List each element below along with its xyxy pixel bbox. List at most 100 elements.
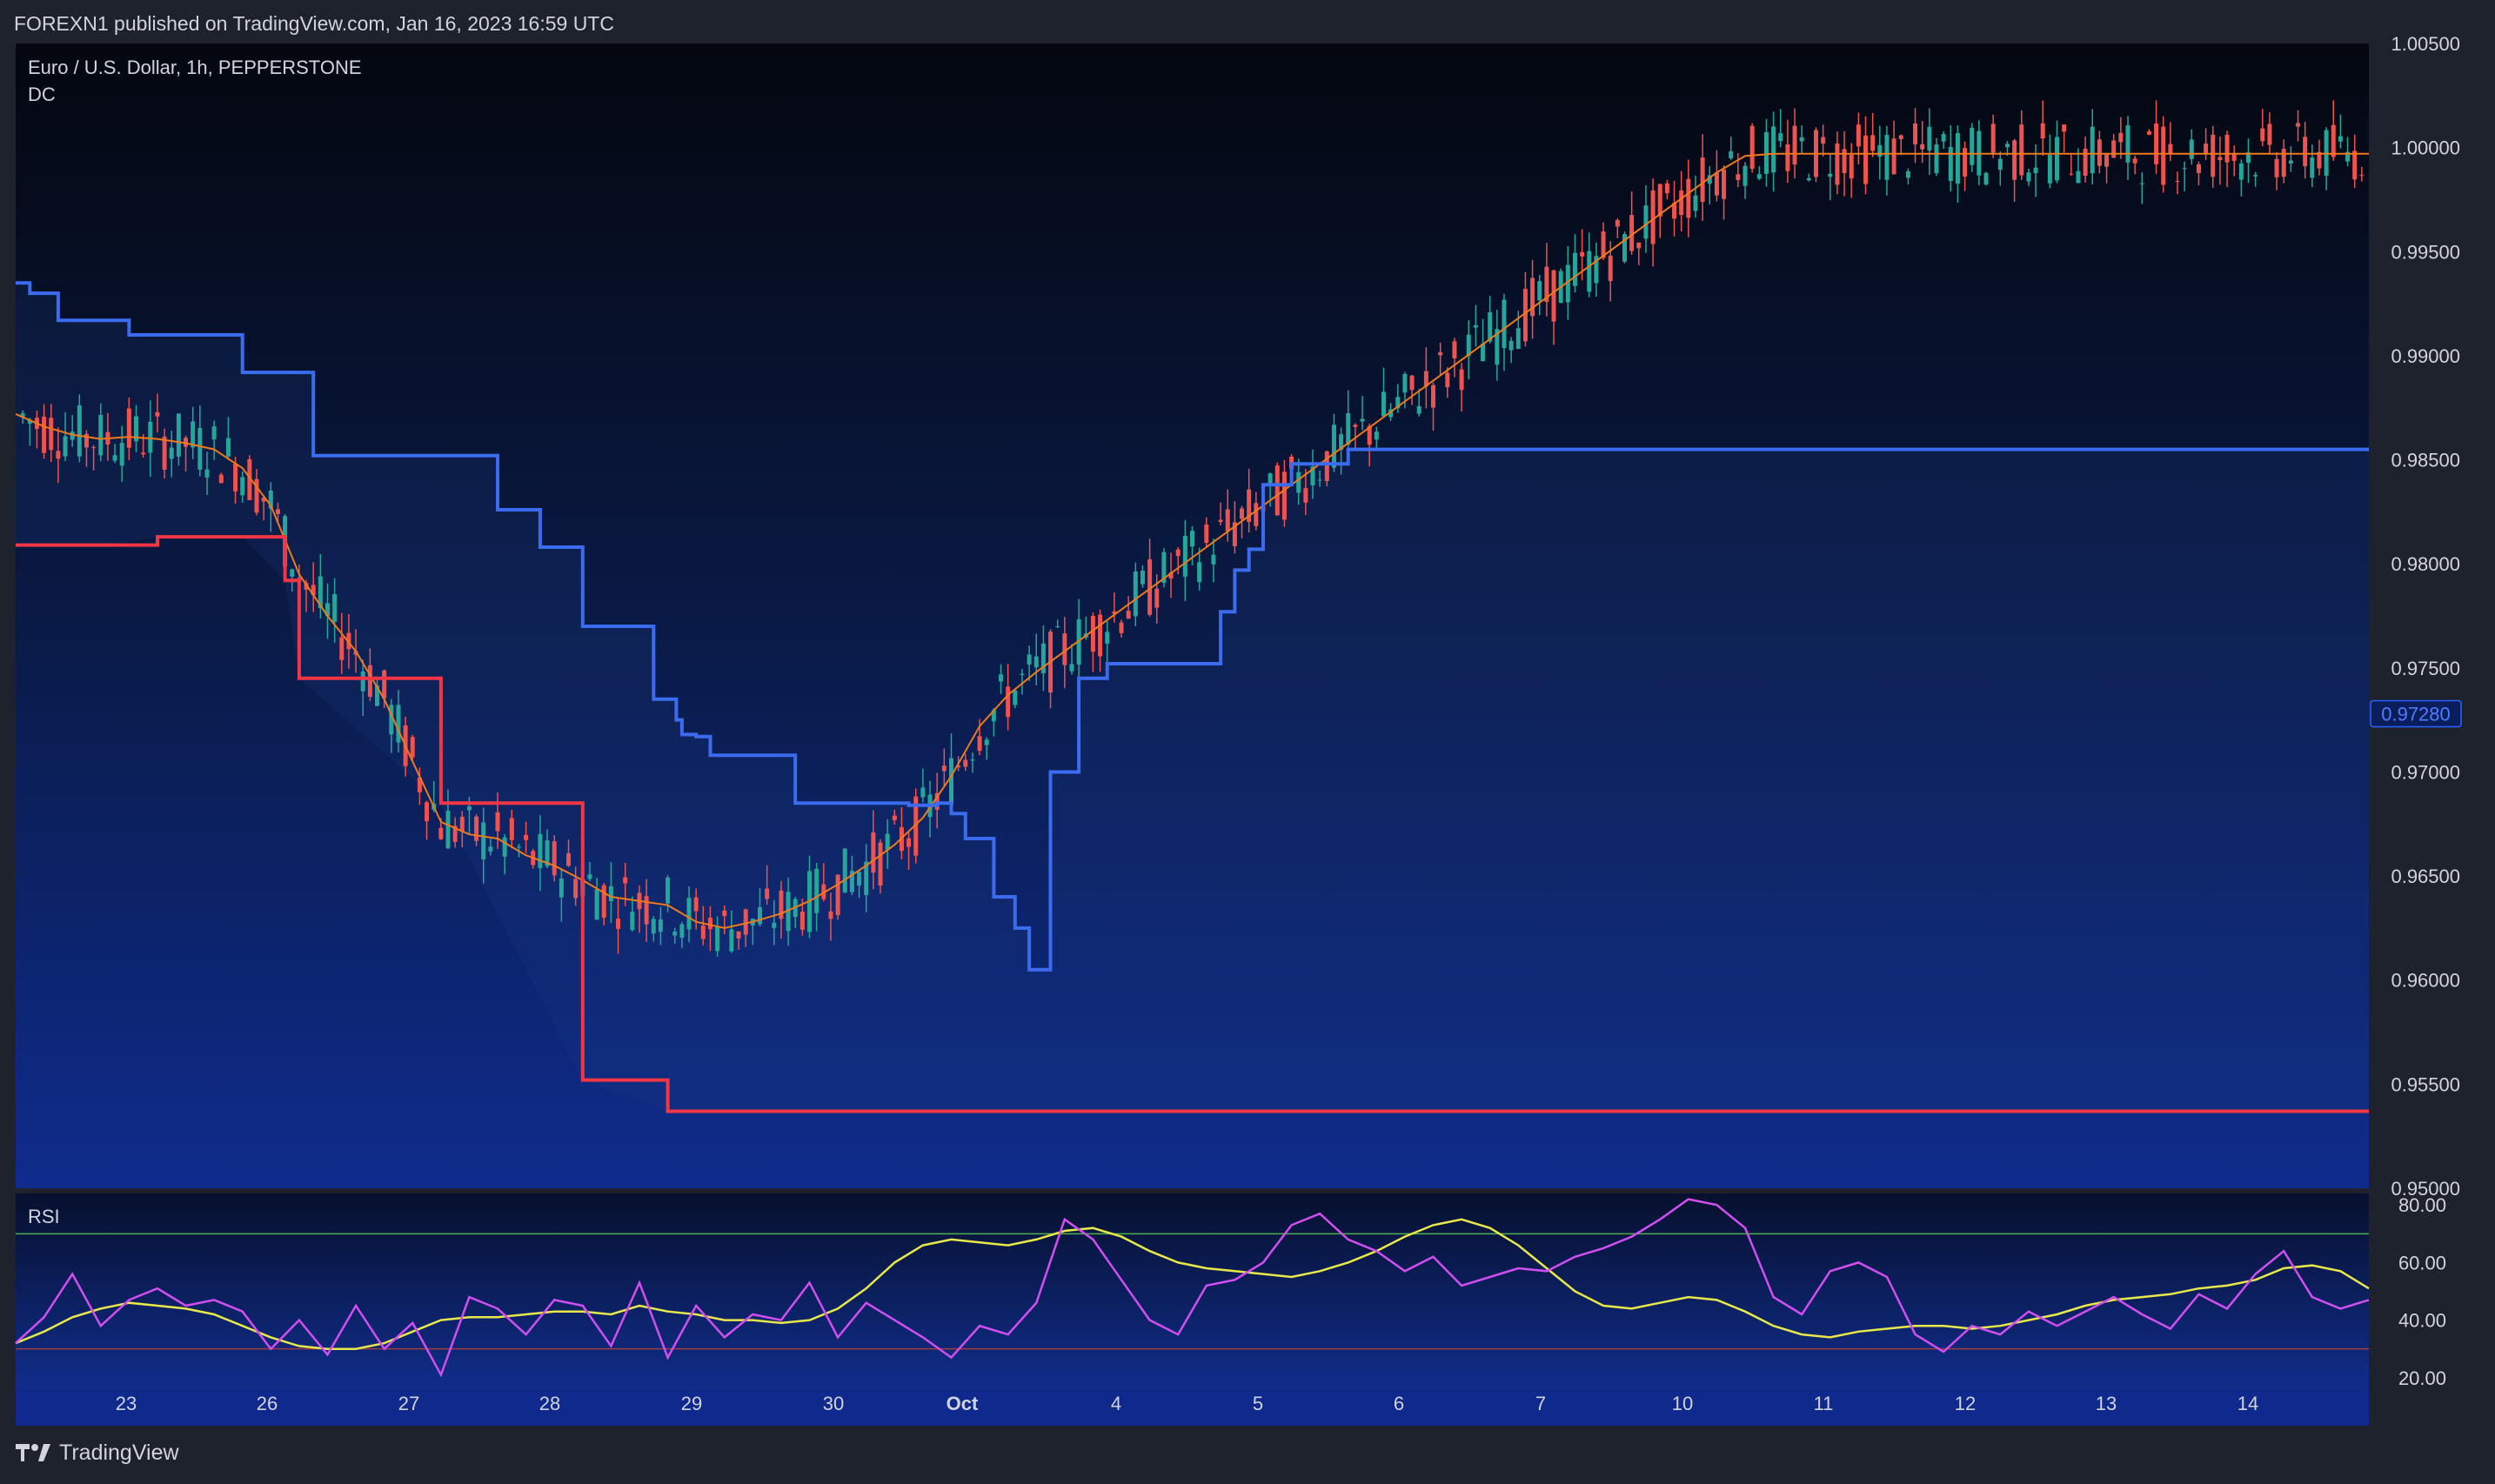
candle-body <box>1281 471 1287 520</box>
candle-body <box>538 833 543 868</box>
candle-body <box>70 431 75 440</box>
candle-body <box>1473 324 1478 328</box>
candle-body <box>779 890 784 919</box>
candle-body <box>268 491 273 509</box>
time-tick-label: 12 <box>1955 1393 1976 1414</box>
time-tick-label: 10 <box>1672 1393 1693 1414</box>
candle-body <box>1544 266 1549 303</box>
candle-body <box>1679 190 1684 216</box>
candle-body <box>445 811 451 849</box>
candle-body <box>2189 139 2194 159</box>
candle-body <box>84 433 89 448</box>
price-tick-label: 0.97500 <box>2391 658 2460 679</box>
candle-body <box>98 415 104 456</box>
price-tick-label: 0.99000 <box>2391 345 2460 367</box>
candle-body <box>2004 144 2010 148</box>
candle-body <box>2076 170 2081 184</box>
candle-body <box>2238 163 2244 180</box>
candle-body <box>1693 195 1698 211</box>
candle-body <box>1898 135 1903 139</box>
candle-body <box>878 842 883 886</box>
candle-body <box>1381 391 1386 417</box>
candle-body <box>466 806 472 811</box>
candle-body <box>2196 164 2201 173</box>
price-axis-bg <box>2369 43 2483 1426</box>
candle-body <box>91 447 97 449</box>
price-tick-label: 0.99500 <box>2391 241 2460 263</box>
candle-body <box>1870 135 1876 151</box>
tradingview-logo-icon[interactable] <box>14 1442 52 1463</box>
candle-body <box>367 665 372 698</box>
candle-body <box>1502 299 1507 349</box>
candle-body <box>1664 183 1669 194</box>
candle-body <box>134 416 139 442</box>
candle-body <box>1608 255 1613 282</box>
candle-body <box>1395 397 1401 409</box>
candle-body <box>1629 215 1635 251</box>
candle-body <box>1324 451 1329 482</box>
candle-body <box>1913 123 1918 144</box>
candle-body <box>814 868 819 913</box>
candle-body <box>1339 434 1344 451</box>
candle-body <box>1218 519 1223 523</box>
candle-body <box>871 832 876 873</box>
candle-body <box>1268 473 1273 486</box>
candle-body <box>360 671 365 692</box>
candle-body <box>20 413 25 418</box>
candle-body <box>304 583 309 590</box>
candle-body <box>1409 375 1415 391</box>
candle-body <box>1530 277 1535 317</box>
candle-body <box>1013 690 1018 705</box>
candle-body <box>2288 160 2293 164</box>
candle-body <box>2175 180 2180 182</box>
candle-body <box>162 436 167 470</box>
candle-body <box>332 594 338 622</box>
candle-body <box>573 879 579 899</box>
candle-body <box>1650 190 1656 244</box>
candle-body <box>2026 172 2031 182</box>
candle-body <box>1360 418 1365 422</box>
candle-body <box>2132 158 2137 164</box>
candle-body <box>1402 374 1408 393</box>
candle-body <box>1714 172 1719 196</box>
price-axis: 1.00500 1.00000 0.99500 0.99000 0.98500 0.980… <box>2391 33 2460 1200</box>
candle-body <box>56 451 61 459</box>
candle-body <box>970 759 975 761</box>
candle-body <box>906 838 912 847</box>
candle-body <box>786 892 791 932</box>
candle-body <box>1990 124 1996 153</box>
time-axis: 23 26 27 28 29 30 Oct 4 5 6 7 10 11 12 13 14 <box>116 1393 2258 1414</box>
candle-body <box>290 569 295 577</box>
rsi-pane-bg <box>16 1193 2369 1389</box>
candle-body <box>148 421 153 453</box>
time-tick-label: 4 <box>1111 1393 1121 1414</box>
candle-body <box>552 841 557 876</box>
candle-body <box>630 912 635 931</box>
price-tick-label: 0.98000 <box>2391 553 2460 575</box>
candle-body <box>1515 328 1521 349</box>
candle-body <box>1126 611 1131 619</box>
footer-brand[interactable]: TradingView <box>59 1440 179 1465</box>
candle-body <box>1722 169 1727 199</box>
candle-body <box>2331 124 2336 157</box>
candle-body <box>1636 242 1642 249</box>
candle-body <box>2040 123 2045 139</box>
candle-body <box>757 906 762 925</box>
candle-body <box>1948 146 1953 181</box>
candle-body <box>1232 522 1237 546</box>
candle-body <box>339 637 344 660</box>
candle-body <box>2168 144 2173 154</box>
candle-body <box>1204 525 1209 544</box>
candle-body <box>452 826 458 842</box>
candle-body <box>1707 175 1712 184</box>
candle-body <box>1792 125 1797 165</box>
price-tick-label: 0.97000 <box>2391 761 2460 783</box>
candle-body <box>857 872 862 886</box>
candle-body <box>1459 369 1464 391</box>
candle-body <box>516 846 521 848</box>
candle-body <box>679 924 685 938</box>
candle-body <box>481 822 486 859</box>
candle-body <box>2161 126 2166 185</box>
candle-body <box>2253 174 2258 177</box>
